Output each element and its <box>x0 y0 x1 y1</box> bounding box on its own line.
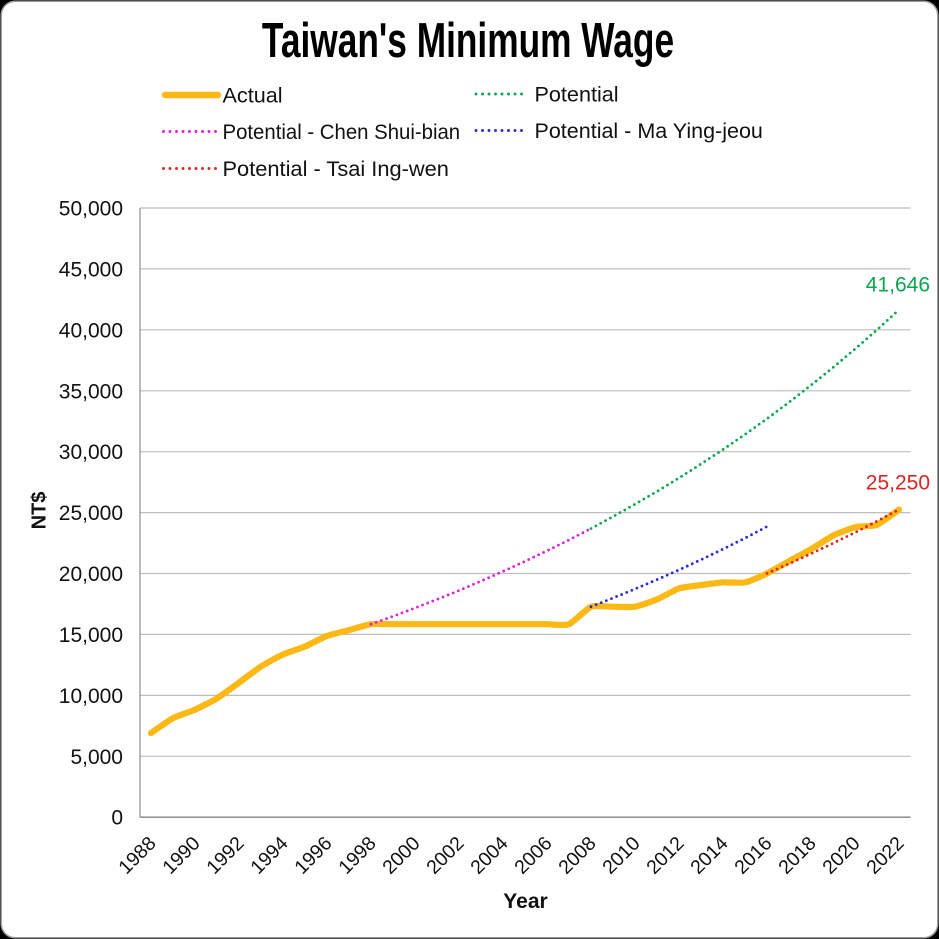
svg-text:20,000: 20,000 <box>59 563 123 586</box>
svg-text:Potential - Chen Shui-bian: Potential - Chen Shui-bian <box>223 121 461 144</box>
svg-text:NT$: NT$ <box>29 492 51 530</box>
svg-text:35,000: 35,000 <box>59 380 123 403</box>
svg-text:25,000: 25,000 <box>59 502 123 525</box>
svg-text:40,000: 40,000 <box>59 319 123 342</box>
svg-text:41,646: 41,646 <box>866 274 930 297</box>
svg-text:10,000: 10,000 <box>59 685 123 708</box>
svg-text:30,000: 30,000 <box>59 441 123 464</box>
svg-text:0: 0 <box>111 807 123 830</box>
svg-text:Potential - Tsai Ing-wen: Potential - Tsai Ing-wen <box>223 157 449 181</box>
svg-text:5,000: 5,000 <box>70 746 123 769</box>
svg-text:15,000: 15,000 <box>59 624 123 647</box>
svg-text:Actual: Actual <box>223 84 283 108</box>
svg-text:50,000: 50,000 <box>59 198 123 221</box>
svg-text:45,000: 45,000 <box>59 258 123 281</box>
svg-text:Year: Year <box>503 890 547 913</box>
svg-text:Taiwan's Minimum Wage: Taiwan's Minimum Wage <box>262 13 674 68</box>
svg-text:Potential - Ma Ying-jeou: Potential - Ma Ying-jeou <box>535 119 763 143</box>
svg-text:25,250: 25,250 <box>866 472 930 495</box>
svg-text:Potential: Potential <box>535 83 619 107</box>
